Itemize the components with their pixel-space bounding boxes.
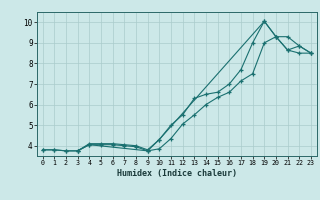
X-axis label: Humidex (Indice chaleur): Humidex (Indice chaleur) bbox=[117, 169, 237, 178]
